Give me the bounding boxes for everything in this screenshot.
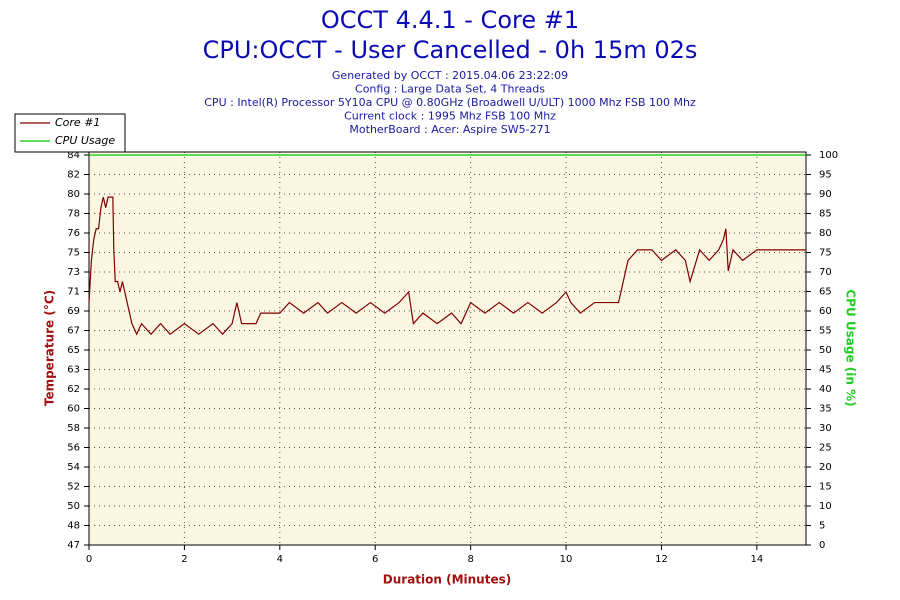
x-tick-label: 0: [86, 554, 92, 565]
y2-tick-label: 10: [819, 501, 832, 512]
x-tick-label: 2: [181, 554, 187, 565]
info-line: MotherBoard : Acer: Aspire SW5-271: [349, 123, 550, 136]
y2-tick-label: 60: [819, 306, 832, 317]
y-axis-label: Temperature (°C): [43, 290, 57, 406]
y-tick-label: 50: [67, 501, 80, 512]
y-tick-label: 82: [67, 170, 80, 181]
y-tick-label: 78: [67, 209, 80, 220]
legend-box: [14, 113, 126, 153]
y-tick-label: 58: [67, 423, 80, 434]
plot-area: [89, 152, 806, 545]
y-tick-label: 54: [67, 462, 80, 473]
legend-label: CPU Usage: [55, 134, 115, 147]
y2-tick-label: 85: [819, 209, 832, 220]
y-tick-label: 52: [67, 482, 80, 493]
x-tick-label: 12: [655, 554, 668, 565]
y-tick-label: 65: [67, 345, 80, 356]
y-tick-label: 47: [67, 540, 80, 551]
y-tick-label: 73: [67, 267, 80, 278]
y2-tick-label: 70: [819, 267, 832, 278]
y-tick-label: 69: [67, 306, 80, 317]
y2-tick-label: 80: [819, 228, 832, 239]
series-line: [88, 196, 806, 336]
y2-tick-label: 55: [819, 326, 832, 337]
y2-tick-label: 5: [819, 521, 825, 532]
x-tick-label: 4: [277, 554, 283, 565]
info-line: CPU : Intel(R) Processor 5Y10a CPU @ 0.8…: [204, 96, 696, 109]
y2-tick-label: 95: [819, 170, 832, 181]
y-tick-label: 71: [67, 287, 80, 298]
info-line: Config : Large Data Set, 4 Threads: [355, 83, 545, 96]
y-tick-label: 60: [67, 404, 80, 415]
y-tick-label: 76: [67, 228, 80, 239]
info-line: Current clock : 1995 Mhz FSB 100 Mhz: [344, 110, 556, 123]
x-tick-label: 8: [467, 554, 473, 565]
y-tick-label: 84: [67, 150, 80, 161]
y-tick-label: 80: [67, 189, 80, 200]
y-tick-label: 56: [67, 443, 80, 454]
y2-tick-label: 90: [819, 189, 832, 200]
x-tick-label: 10: [560, 554, 573, 565]
y2-tick-label: 0: [819, 540, 825, 551]
info-line: Generated by OCCT : 2015.04.06 23:22:09: [332, 69, 568, 82]
y-tick-label: 75: [67, 248, 80, 259]
legend-label: Core #1: [55, 116, 100, 129]
y2-tick-label: 45: [819, 365, 832, 376]
y-tick-label: 62: [67, 384, 80, 395]
x-tick-label: 6: [372, 554, 378, 565]
plot-border: [88, 151, 807, 546]
y2-tick-label: 35: [819, 404, 832, 415]
y2-tick-label: 65: [819, 287, 832, 298]
y-tick-label: 67: [67, 326, 80, 337]
y2-tick-label: 40: [819, 384, 832, 395]
y2-tick-label: 100: [819, 150, 838, 161]
x-axis-label: Duration (Minutes): [383, 573, 511, 587]
y2-tick-label: 30: [819, 423, 832, 434]
chart-subtitle: CPU:OCCT - User Cancelled - 0h 15m 02s: [203, 36, 698, 64]
y-tick-label: 48: [67, 521, 80, 532]
y2-axis-label: CPU Usage (in %): [844, 289, 858, 406]
y-tick-label: 63: [67, 365, 80, 376]
y2-tick-label: 75: [819, 248, 832, 259]
chart-title: OCCT 4.4.1 - Core #1: [321, 6, 579, 34]
y2-tick-label: 25: [819, 443, 832, 454]
y2-tick-label: 50: [819, 345, 832, 356]
y2-tick-label: 20: [819, 462, 832, 473]
x-tick-label: 14: [750, 554, 763, 565]
y2-tick-label: 15: [819, 482, 832, 493]
